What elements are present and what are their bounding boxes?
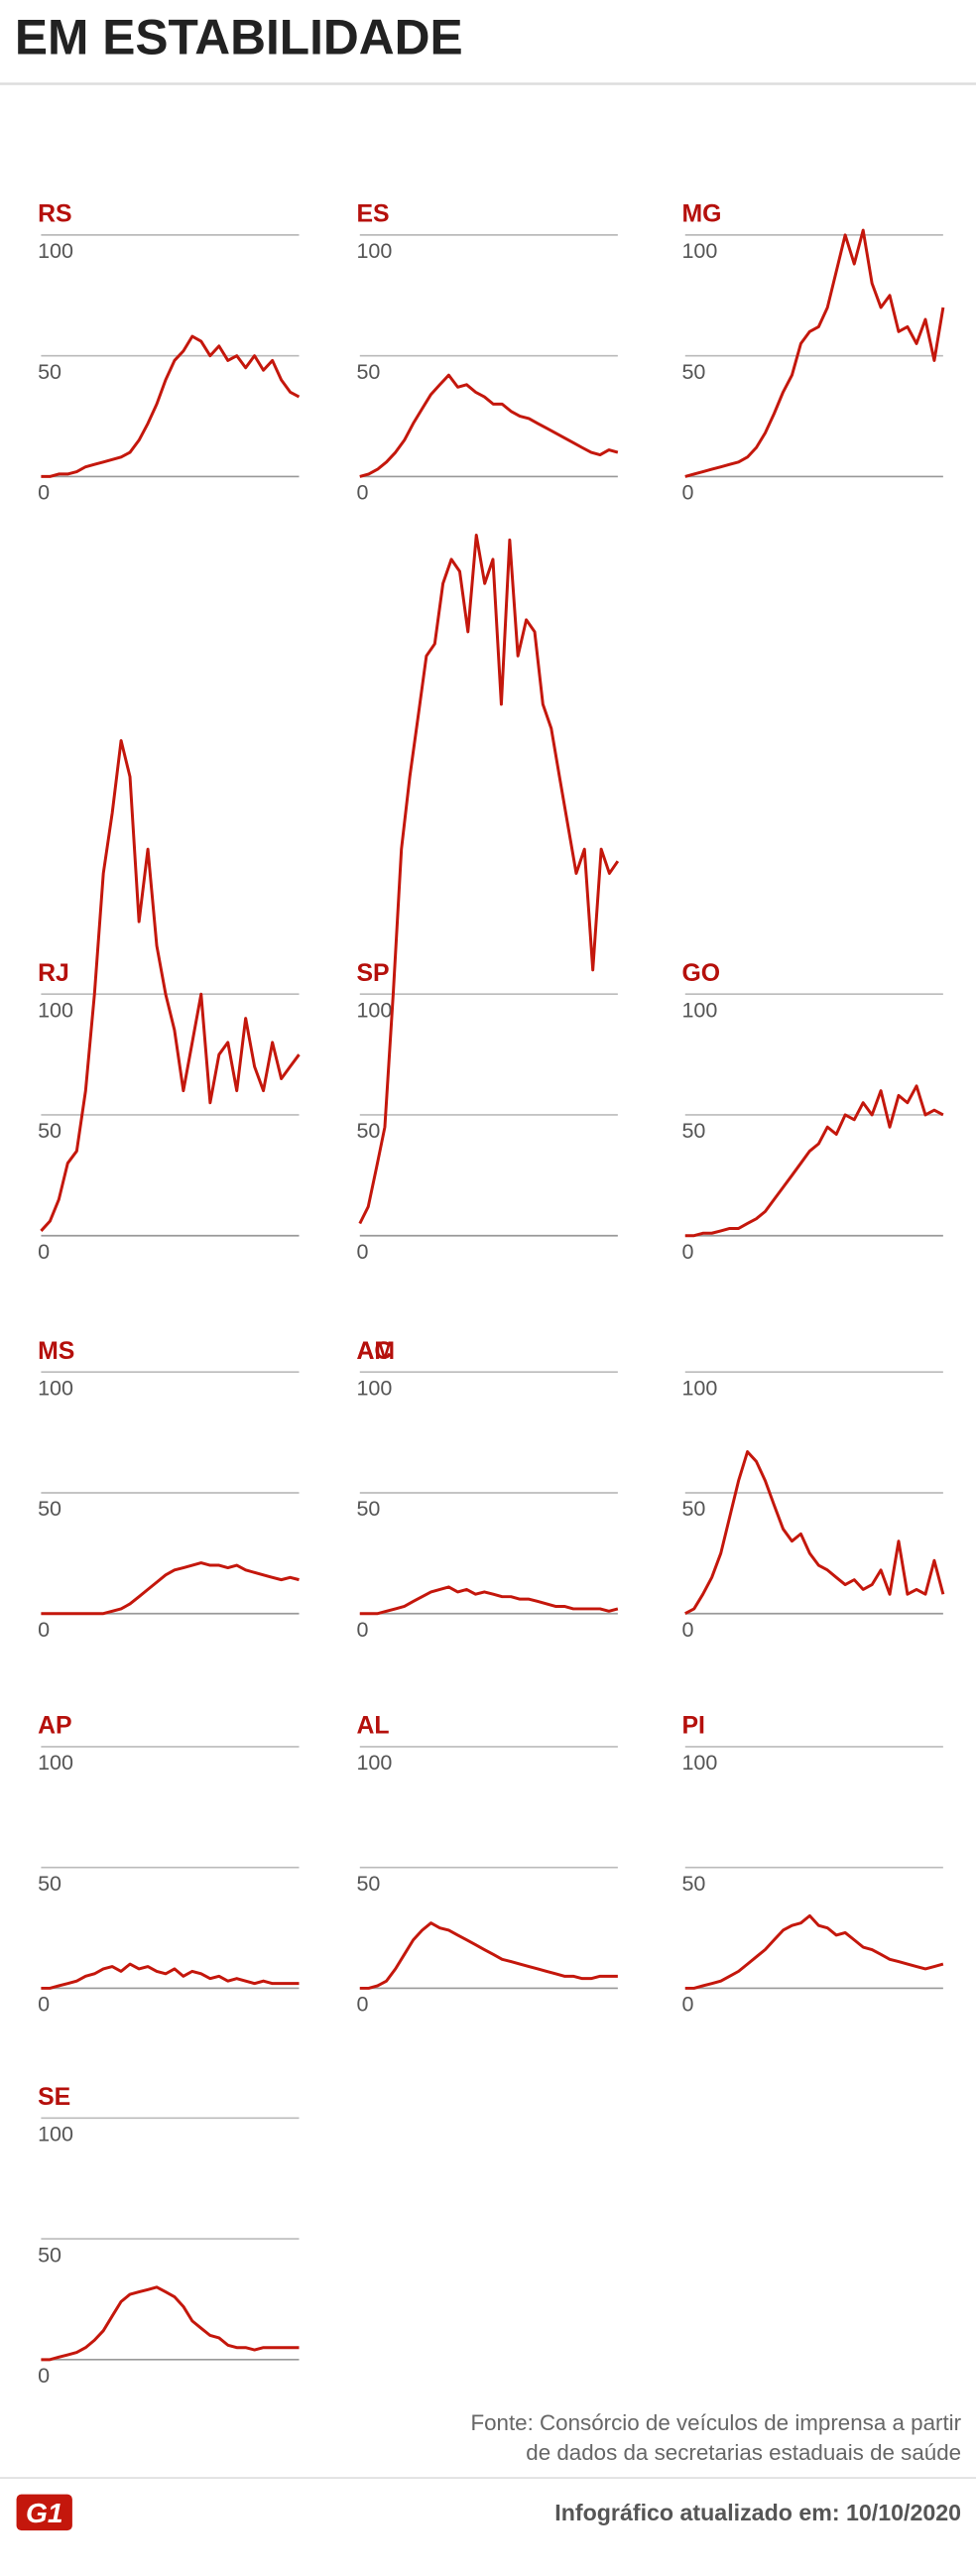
- y-tick-label: 100: [356, 1751, 392, 1775]
- chart-title: MG: [681, 201, 721, 228]
- y-tick-label: 50: [38, 1119, 61, 1143]
- y-tick-label: 0: [38, 1993, 50, 2017]
- y-tick-label: 50: [681, 1872, 705, 1896]
- chart-title: AP: [38, 1713, 72, 1740]
- y-tick-label: 50: [38, 360, 61, 384]
- data-line: [684, 1084, 944, 1238]
- chart-title: MS: [38, 1338, 74, 1365]
- y-tick-label: 50: [356, 360, 380, 384]
- chart-title: RS: [38, 201, 72, 228]
- data-line: [40, 739, 301, 1232]
- y-tick-label: 100: [356, 239, 392, 263]
- chart-title: AC: [356, 1338, 392, 1365]
- y-tick-label: 50: [356, 1872, 380, 1896]
- y-tick-label: 50: [681, 1497, 705, 1521]
- data-line: [684, 228, 945, 478]
- y-tick-label: 100: [38, 2123, 73, 2147]
- logo: G1: [26, 2498, 63, 2528]
- data-line: [359, 373, 619, 478]
- data-line: [41, 1561, 300, 1616]
- y-tick-label: 100: [38, 1751, 73, 1775]
- data-line: [684, 1450, 945, 1616]
- y-tick-label: 50: [38, 1872, 61, 1896]
- chart-title: RJ: [38, 960, 69, 987]
- y-tick-label: 100: [681, 1376, 717, 1400]
- y-tick-label: 0: [681, 1618, 693, 1642]
- data-line: [358, 534, 620, 1225]
- logo-box: [16, 2494, 72, 2531]
- y-tick-label: 100: [38, 239, 73, 263]
- y-tick-label: 0: [356, 1993, 368, 2017]
- y-tick-label: 0: [681, 1993, 693, 2017]
- y-tick-label: 0: [681, 1240, 693, 1264]
- y-tick-label: 0: [38, 2364, 50, 2388]
- y-tick-label: 0: [38, 481, 50, 505]
- y-tick-label: 50: [38, 2243, 61, 2267]
- y-tick-label: 0: [356, 1240, 368, 1264]
- y-tick-label: 50: [356, 1119, 380, 1143]
- y-tick-label: 100: [681, 998, 717, 1022]
- updated-note: Infográfico atualizado em: 10/10/2020: [554, 2500, 961, 2525]
- chart-title: SE: [38, 2084, 70, 2111]
- y-tick-label: 0: [681, 481, 693, 505]
- chart-title: ES: [356, 201, 389, 228]
- chart-title: PI: [681, 1713, 704, 1740]
- data-line: [359, 1585, 619, 1616]
- data-line: [684, 1913, 944, 1990]
- y-tick-label: 100: [681, 1751, 717, 1775]
- chart-title: AL: [356, 1713, 389, 1740]
- y-tick-label: 0: [356, 1618, 368, 1642]
- page-title: EM ESTABILIDADE: [15, 10, 463, 65]
- y-tick-label: 100: [38, 1376, 73, 1400]
- data-line: [359, 1921, 618, 1990]
- y-tick-label: 50: [681, 360, 705, 384]
- data-line: [41, 2285, 300, 2362]
- y-tick-label: 100: [681, 239, 717, 263]
- y-tick-label: 0: [38, 1240, 50, 1264]
- y-tick-label: 100: [356, 998, 392, 1022]
- source-line: Fonte: Consórcio de veículos de imprensa…: [470, 2410, 961, 2435]
- source-line: de dados da secretarias estaduais de saú…: [526, 2440, 961, 2465]
- y-tick-label: 0: [356, 481, 368, 505]
- data-line: [41, 1962, 300, 1990]
- y-tick-label: 0: [38, 1618, 50, 1642]
- y-tick-label: 100: [356, 1376, 392, 1400]
- data-line: [41, 334, 301, 478]
- chart-title: SP: [356, 960, 389, 987]
- chart-title: AM: [356, 1338, 395, 1365]
- y-tick-label: 50: [38, 1497, 61, 1521]
- chart-title: GO: [681, 960, 720, 987]
- y-tick-label: 50: [681, 1119, 705, 1143]
- y-tick-label: 100: [38, 998, 73, 1022]
- y-tick-label: 50: [356, 1497, 380, 1521]
